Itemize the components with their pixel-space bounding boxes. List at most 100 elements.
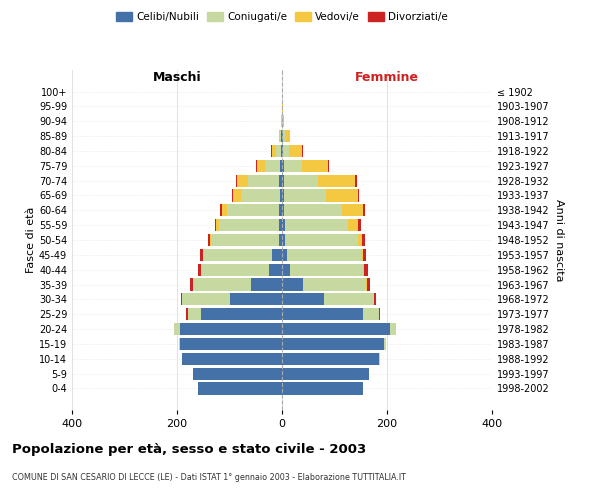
Bar [187, 308, 200, 320]
Y-axis label: Anni di nascita: Anni di nascita [554, 198, 563, 281]
Bar [379, 308, 380, 320]
Bar [200, 308, 282, 320]
Bar [282, 190, 284, 202]
Bar [282, 382, 364, 394]
Bar [221, 204, 227, 216]
Bar [251, 278, 282, 290]
Bar [219, 219, 280, 231]
Bar [181, 294, 182, 306]
Bar [374, 294, 376, 306]
Bar [302, 160, 328, 172]
Bar [282, 174, 284, 186]
Bar [280, 160, 282, 172]
Bar [208, 234, 209, 246]
Bar [290, 264, 364, 276]
Bar [200, 264, 269, 276]
Bar [282, 352, 379, 365]
Bar [280, 190, 282, 202]
Bar [193, 368, 282, 380]
Bar [283, 145, 289, 157]
Bar [179, 323, 282, 335]
Bar [265, 160, 280, 172]
Bar [283, 130, 284, 142]
Bar [284, 204, 342, 216]
Bar [355, 174, 356, 186]
Bar [287, 249, 361, 261]
Bar [182, 352, 282, 365]
Bar [282, 204, 284, 216]
Bar [281, 145, 282, 157]
Bar [182, 294, 229, 306]
Bar [203, 249, 271, 261]
Bar [363, 249, 366, 261]
Bar [248, 174, 280, 186]
Bar [282, 160, 284, 172]
Bar [289, 145, 302, 157]
Bar [209, 234, 211, 246]
Bar [238, 174, 248, 186]
Text: Femmine: Femmine [355, 71, 419, 84]
Bar [190, 278, 193, 290]
Bar [276, 145, 281, 157]
Bar [227, 204, 280, 216]
Bar [282, 249, 287, 261]
Bar [389, 323, 396, 335]
Bar [284, 234, 358, 246]
Bar [283, 115, 284, 128]
Bar [282, 338, 385, 350]
Bar [385, 338, 386, 350]
Text: Popolazione per età, sesso e stato civile - 2003: Popolazione per età, sesso e stato civil… [12, 442, 366, 456]
Bar [364, 264, 368, 276]
Text: Maschi: Maschi [152, 71, 202, 84]
Bar [211, 234, 279, 246]
Bar [232, 190, 233, 202]
Bar [358, 190, 359, 202]
Bar [179, 338, 282, 350]
Bar [198, 264, 200, 276]
Bar [175, 323, 179, 335]
Bar [326, 190, 358, 202]
Bar [233, 190, 241, 202]
Bar [271, 145, 276, 157]
Bar [367, 278, 370, 290]
Bar [282, 219, 284, 231]
Bar [257, 160, 265, 172]
Bar [284, 174, 318, 186]
Bar [280, 130, 281, 142]
Bar [215, 219, 217, 231]
Bar [217, 219, 219, 231]
Bar [282, 368, 368, 380]
Legend: Celibi/Nubili, Coniugati/e, Vedovi/e, Divorziati/e: Celibi/Nubili, Coniugati/e, Vedovi/e, Di… [112, 8, 452, 26]
Bar [241, 190, 280, 202]
Bar [198, 382, 282, 394]
Bar [282, 294, 324, 306]
Bar [361, 249, 363, 261]
Bar [284, 190, 326, 202]
Bar [284, 130, 290, 142]
Bar [318, 174, 355, 186]
Bar [282, 323, 389, 335]
Bar [271, 249, 282, 261]
Bar [358, 219, 361, 231]
Bar [279, 234, 282, 246]
Bar [229, 294, 282, 306]
Bar [362, 234, 365, 246]
Y-axis label: Fasce di età: Fasce di età [26, 207, 36, 273]
Bar [200, 249, 203, 261]
Bar [303, 278, 366, 290]
Bar [220, 204, 221, 216]
Bar [282, 145, 283, 157]
Bar [280, 219, 282, 231]
Bar [282, 264, 290, 276]
Bar [342, 204, 363, 216]
Bar [269, 264, 282, 276]
Bar [279, 130, 280, 142]
Bar [282, 308, 364, 320]
Bar [282, 278, 303, 290]
Bar [363, 204, 365, 216]
Bar [347, 219, 358, 231]
Bar [358, 234, 362, 246]
Bar [280, 174, 282, 186]
Bar [284, 219, 347, 231]
Bar [236, 174, 238, 186]
